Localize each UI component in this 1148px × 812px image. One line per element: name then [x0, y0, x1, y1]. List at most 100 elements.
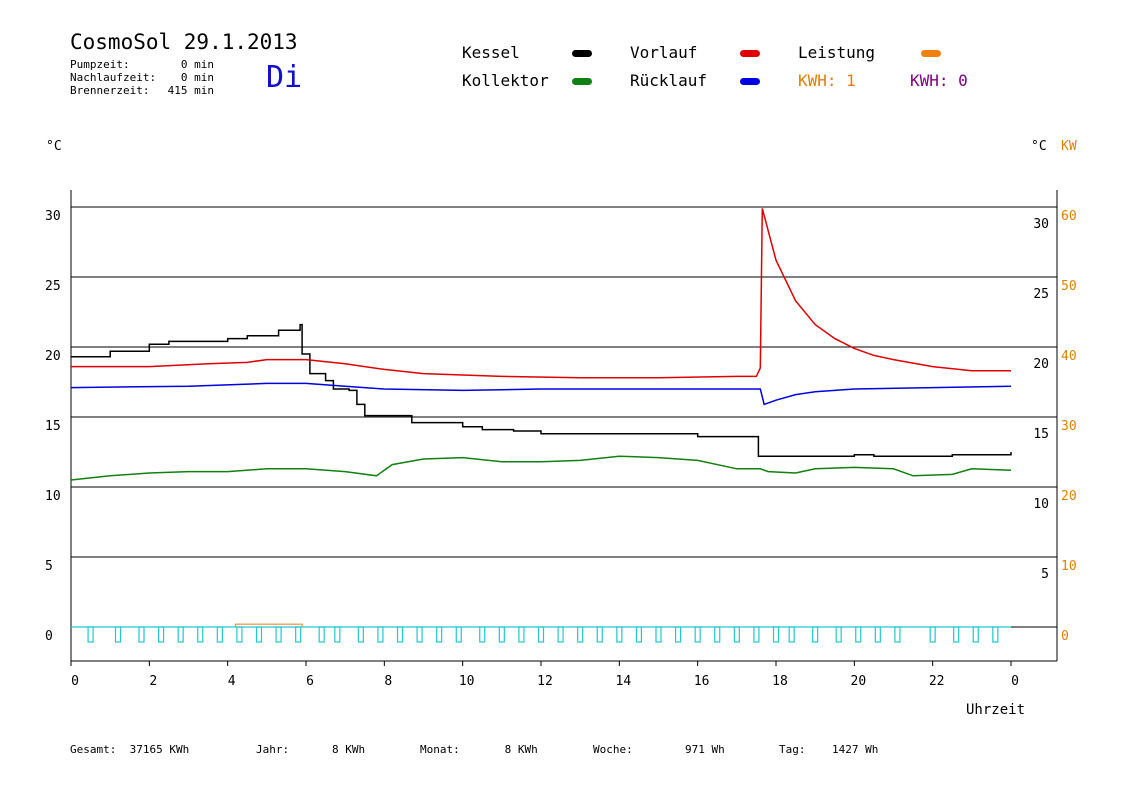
y-tick-label-kw: 0: [1061, 629, 1069, 644]
stat-pumpzeit: Pumpzeit: 0 min: [70, 58, 214, 71]
pump-pulse: [295, 626, 302, 643]
x-tick-label: 10: [459, 674, 475, 689]
series-ruecklauf: [70, 382, 1012, 406]
y-tick-label-kw: 20: [1061, 489, 1077, 504]
legend-swatch-kollektor: [572, 78, 592, 85]
pump-pulse: [992, 626, 999, 643]
pump-pulse: [498, 626, 505, 643]
total-value: 37165 KWh: [129, 743, 190, 756]
series-leistung: [234, 623, 303, 627]
y-tick-label-right: 20: [1033, 357, 1049, 372]
pump-pulse: [177, 626, 184, 643]
pump-pulse: [635, 626, 643, 643]
pump-pulse: [479, 626, 486, 643]
pump-pulse: [674, 626, 682, 643]
legend-label-vorlauf: Vorlauf: [630, 43, 698, 62]
y-tick-label-left: 0: [45, 629, 53, 644]
y-tick-label-left: 10: [45, 489, 61, 504]
series-kollektor: [70, 455, 1012, 481]
stat-value: 415 min: [167, 84, 214, 97]
pump-pulse: [357, 626, 364, 643]
total-label: Jahr:: [256, 743, 290, 756]
axes: [70, 190, 1058, 666]
x-tick-label: 0: [1011, 674, 1019, 689]
x-tick-label: 22: [929, 674, 945, 689]
pump-pulse: [753, 626, 760, 643]
pump-pulse: [894, 626, 901, 643]
series-kessel: [71, 323, 1012, 457]
x-tick-label: 18: [772, 674, 788, 689]
pump-pulse: [694, 626, 701, 643]
legend-label-ruecklauf: Rücklauf: [630, 71, 708, 90]
legend-swatch-ruecklauf: [740, 78, 760, 85]
legend-label-kollektor: Kollektor: [462, 71, 549, 90]
total-label: Woche:: [593, 743, 633, 756]
pump-pulse: [334, 626, 341, 643]
pump-pulse: [197, 626, 204, 643]
stat-label: Nachlaufzeit:: [70, 71, 157, 84]
y-axis-right-unit: °C: [1031, 139, 1047, 154]
x-tick-label: 4: [228, 674, 236, 689]
pump-pulse: [835, 626, 842, 643]
pump-pulse: [416, 626, 423, 643]
x-tick-label: 2: [149, 674, 157, 689]
pump-pulse: [714, 626, 721, 643]
pump-pulse: [874, 626, 881, 643]
runtime-stats: Pumpzeit: 0 min Nachlaufzeit: 0 min Brenne…: [70, 58, 214, 97]
stat-label: Brennerzeit:: [70, 84, 150, 97]
pump-pulse: [733, 626, 740, 643]
y-tick-label-right: 15: [1033, 427, 1049, 442]
total-jahr: Jahr: 8 KWh: [256, 743, 365, 756]
total-monat: Monat: 8 KWh: [420, 743, 538, 756]
pump-pulse: [596, 626, 603, 643]
y-tick-label-right: 5: [1041, 567, 1049, 582]
pump-pulse: [157, 626, 165, 643]
stat-brennerzeit: Brennerzeit: 415 min: [70, 84, 214, 97]
stat-nachlaufzeit: Nachlaufzeit: 0 min: [70, 71, 214, 84]
x-axis-label: Uhrzeit: [966, 702, 1025, 718]
x-tick-label: 16: [694, 674, 710, 689]
total-tag: Tag: 1427 Wh: [779, 743, 878, 756]
total-gesamt: Gesamt: 37165 KWh: [70, 743, 189, 756]
total-value: 8 KWh: [332, 743, 366, 756]
y-tick-label-kw: 60: [1061, 209, 1077, 224]
pump-pulse: [396, 626, 404, 643]
total-value: 8 KWh: [504, 743, 538, 756]
pump-pulse: [518, 626, 525, 643]
legend-swatch-leistung: [921, 50, 941, 57]
y-tick-label-left: 20: [45, 349, 61, 364]
pump-pulse: [812, 626, 819, 643]
y-tick-label-right: 10: [1033, 497, 1049, 512]
y-tick-label-left: 5: [45, 559, 53, 574]
kwh-value-1: KWH: 1: [798, 71, 856, 90]
x-tick-label: 8: [384, 674, 392, 689]
y-axis-left-unit: °C: [46, 139, 62, 154]
pump-pulse: [772, 626, 780, 643]
grid-lines: [71, 206, 1057, 628]
x-tick-label: 12: [537, 674, 553, 689]
y-tick-label-kw: 40: [1061, 349, 1077, 364]
pump-pulse: [436, 626, 443, 643]
pump-pulse: [377, 626, 384, 643]
page-title: CosmoSol 29.1.2013: [70, 30, 298, 54]
pump-pulse: [318, 626, 325, 643]
legend-label-kessel: Kessel: [462, 43, 520, 62]
pump-pulse: [655, 626, 662, 643]
y-axis-kw-unit: KW: [1061, 139, 1077, 154]
pump-pulse: [972, 626, 979, 643]
pump-pulse: [275, 626, 282, 643]
total-label: Monat:: [420, 743, 460, 756]
stat-label: Pumpzeit:: [70, 58, 130, 71]
total-label: Tag:: [779, 743, 806, 756]
pump-pulse: [557, 626, 564, 643]
total-woche: Woche: 971 Wh: [593, 743, 725, 756]
kwh-value-2: KWH: 0: [910, 71, 968, 90]
pump-pulse: [236, 626, 243, 643]
y-tick-label-kw: 10: [1061, 559, 1077, 574]
tick-labels: 0 2 4 6 8 10 12 14 16 18 20 22 0 0 5 10 15 20 25 30 5 10 15 20 2…: [45, 209, 1077, 689]
pump-pulse: [455, 626, 462, 643]
legend-swatch-vorlauf: [740, 50, 760, 57]
pump-pulse: [929, 626, 936, 643]
x-tick-label: 14: [616, 674, 632, 689]
pump-pulse: [788, 626, 795, 643]
